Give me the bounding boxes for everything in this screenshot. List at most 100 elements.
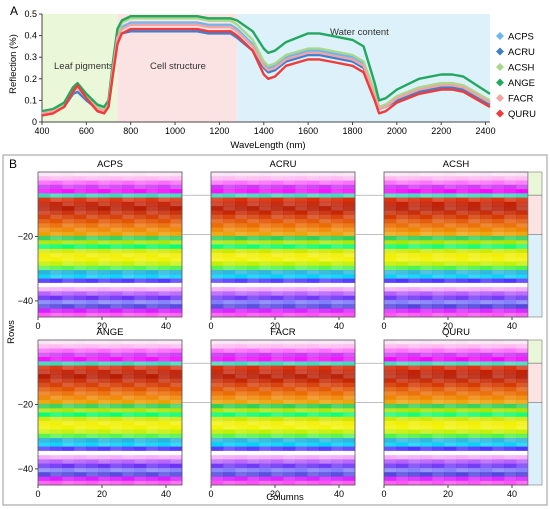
heat-cell (480, 399, 493, 405)
heat-cell (456, 184, 469, 190)
heat-cell (235, 476, 248, 482)
heat-cell (38, 433, 51, 439)
heat-cell (331, 391, 344, 396)
heat-cell (307, 340, 320, 345)
heat-cell (408, 344, 421, 349)
heat-cell (247, 374, 260, 379)
heat-cell (122, 274, 135, 279)
heat-cell (331, 214, 344, 220)
heat-cell (98, 189, 111, 194)
heat-cell (283, 361, 296, 366)
heat-cell (420, 210, 433, 215)
region-strip-0 (527, 339, 543, 364)
heatmap-frame (210, 339, 356, 486)
heat-cell (408, 257, 421, 262)
heat-cell (74, 438, 87, 443)
heat-cell (432, 382, 445, 388)
heat-cell (223, 416, 236, 422)
heat-cell (504, 463, 517, 469)
heat-cell (62, 361, 75, 366)
heat-cell (146, 172, 159, 177)
heat-cell (271, 218, 284, 224)
heat-cell (86, 312, 99, 318)
heat-cell (74, 291, 87, 296)
heat-cell (271, 467, 284, 473)
heat-cell (283, 287, 296, 292)
heat-cell (86, 408, 99, 413)
heat-cell (468, 278, 481, 284)
heat-cell (122, 308, 135, 314)
heat-cell (146, 299, 159, 305)
heat-cell (170, 421, 183, 426)
x-tick-label: 0 (35, 321, 40, 331)
heat-cell (295, 442, 308, 447)
heat-cell (211, 361, 224, 366)
heat-cell (516, 223, 529, 228)
heat-cell (170, 450, 183, 456)
heat-cell (86, 450, 99, 456)
heat-cell (271, 365, 284, 371)
heat-cell (122, 244, 135, 250)
heat-cell (98, 172, 111, 177)
y-tick-label: 0.2 (24, 74, 37, 84)
heat-cell (516, 287, 529, 292)
heat-cell (319, 433, 332, 439)
heat-cell (170, 223, 183, 228)
heat-cell (396, 193, 409, 198)
heat-cell (50, 340, 63, 345)
heat-cell (247, 176, 260, 181)
heat-cell (432, 438, 445, 443)
region-strip-1 (527, 362, 543, 403)
heat-cell (492, 201, 505, 207)
heat-cell (110, 184, 123, 190)
heat-cell (408, 244, 421, 250)
heat-cell (492, 459, 505, 464)
heat-cell (235, 193, 248, 198)
heat-cell (50, 442, 63, 447)
heat-cell (146, 412, 159, 418)
heat-cell (170, 344, 183, 349)
heat-cell (444, 348, 457, 354)
heat-cell (110, 352, 123, 358)
heat-cell (504, 369, 517, 375)
heat-cell (480, 172, 493, 177)
heat-cell (468, 391, 481, 396)
heat-cell (235, 206, 248, 211)
heat-cell (235, 172, 248, 177)
heat-cell (331, 348, 344, 354)
heat-cell (98, 201, 111, 207)
heat-cell (492, 416, 505, 422)
heat-cell (343, 395, 356, 400)
heat-cell (38, 480, 51, 486)
heat-cell (432, 374, 445, 379)
heat-cell (420, 295, 433, 301)
y-tick-label: 0.4 (24, 31, 37, 41)
heat-cell (74, 312, 87, 318)
heat-cell (295, 374, 308, 379)
heat-cell (295, 425, 308, 430)
heat-cell (444, 382, 457, 388)
heat-cell (319, 395, 332, 400)
heat-cell (170, 399, 183, 405)
heat-cell (146, 408, 159, 413)
heat-cell (259, 295, 272, 301)
heat-cell (456, 223, 469, 228)
heat-cell (50, 176, 63, 181)
heat-cell (480, 295, 493, 301)
heat-cell (396, 480, 409, 486)
heat-cell (444, 480, 457, 486)
heat-cell (134, 344, 147, 349)
heat-cell (480, 299, 493, 305)
heat-cell (110, 304, 123, 309)
heat-cell (384, 244, 397, 250)
heat-cell (247, 472, 260, 477)
heat-cell (86, 421, 99, 426)
heat-cell (271, 240, 284, 245)
heat-cell (420, 391, 433, 396)
heat-cell (444, 184, 457, 190)
heat-cell (432, 265, 445, 271)
heat-cell (38, 365, 51, 371)
heat-cell (516, 399, 529, 405)
heat-cell (223, 270, 236, 275)
